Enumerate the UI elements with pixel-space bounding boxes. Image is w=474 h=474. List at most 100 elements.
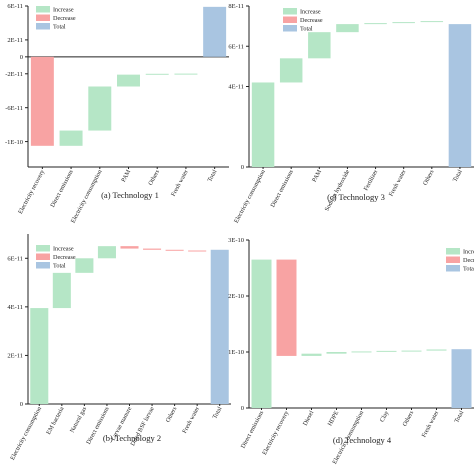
legend-label: Decrease: [53, 15, 76, 22]
category-label: Electricity consumption: [233, 169, 267, 225]
legend-label: Total: [463, 266, 474, 273]
category-label: Fresh water: [388, 169, 408, 198]
y-tick-label: -1E-10: [5, 139, 23, 146]
category-label: Direct emissions: [49, 168, 75, 208]
legend-swatch-total: [36, 262, 50, 269]
bar-increase: [401, 350, 422, 352]
bar-increase: [174, 73, 198, 75]
legend-label: Total: [53, 24, 66, 31]
panel-caption: (b) Technology 2: [103, 433, 161, 443]
bar-increase: [251, 259, 272, 408]
bar-decrease: [120, 246, 139, 249]
category-label: HDPE: [326, 409, 340, 427]
bar-increase: [117, 74, 140, 87]
legend-swatch-increase: [36, 245, 50, 252]
bar-increase: [308, 32, 331, 59]
y-tick-label: 2E-11: [7, 353, 23, 360]
y-tick-label: 4E-11: [7, 304, 23, 311]
panel-caption: (d) Technology 4: [333, 435, 392, 445]
category-label: Electricity consumption: [70, 169, 104, 225]
bar-decrease: [30, 56, 54, 146]
bar-increase: [364, 23, 387, 25]
bar-total: [210, 249, 229, 404]
chart-panel-4: 0 1E-10 2E-10 3E-10 Direct emissionsElectric…: [228, 237, 474, 465]
category-label: Total: [452, 168, 464, 183]
y-tick-label: -6E-11: [5, 105, 23, 112]
bar-decrease: [188, 250, 207, 252]
category-label: Fresh water: [420, 410, 440, 439]
category-label: Total: [211, 405, 223, 420]
bar-decrease: [276, 259, 297, 356]
bar-increase: [326, 352, 347, 354]
y-tick-label: -2E-11: [5, 71, 23, 78]
bar-increase: [88, 86, 112, 131]
category-label: Fertilizer: [362, 169, 379, 192]
legend-swatch-decrease: [283, 16, 297, 23]
bar-increase: [392, 22, 415, 24]
category-label: Direct emissions: [269, 168, 295, 208]
y-tick-label: 1E-10: [228, 349, 244, 356]
bar-increase: [75, 258, 94, 273]
bar-increase: [52, 272, 71, 309]
bar-total: [203, 6, 227, 57]
category-label: Sodium hydroxide: [323, 168, 351, 212]
bar-increase: [301, 353, 322, 356]
category-label: Others: [401, 409, 415, 427]
category-label: Total: [453, 409, 465, 424]
bar-increase: [351, 351, 372, 353]
category-label: Direct emissions: [240, 409, 266, 449]
y-tick-label: 8E-11: [228, 3, 244, 10]
legend-swatch-increase: [446, 248, 460, 255]
y-tick-label: 0: [241, 405, 244, 412]
legend-swatch-decrease: [36, 14, 50, 21]
category-label: Electricity consumption: [9, 406, 43, 462]
bar-increase: [336, 24, 359, 33]
legend-label: Total: [300, 26, 313, 33]
y-tick-label: 0: [241, 164, 244, 171]
bar-increase: [145, 73, 169, 75]
category-label: Electricity recovery: [17, 168, 47, 215]
y-tick-label: 6E-11: [7, 255, 23, 262]
category-label: Electricity recovery: [261, 409, 291, 456]
bar-increase: [376, 350, 397, 352]
chart-panel-3: 0 2E-11 4E-11 6E-11 Electricity consumption E…: [7, 234, 231, 461]
legend-label: Decrease: [300, 17, 323, 24]
category-label: PAM: [120, 168, 132, 183]
category-label: Clay: [379, 409, 391, 423]
legend-label: Increase: [300, 9, 321, 16]
legend-label: Decrease: [53, 254, 76, 261]
category-label: PAM: [311, 168, 323, 183]
legend-label: Increase: [53, 246, 74, 253]
legend-swatch-increase: [36, 6, 50, 13]
category-label: Fresh water: [181, 406, 201, 435]
legend-swatch-total: [283, 25, 297, 32]
y-tick-label: 4E-11: [228, 84, 244, 91]
category-label: Diesel: [302, 409, 316, 426]
category-label: Others: [422, 168, 436, 186]
legend-label: Decrease: [463, 257, 474, 264]
bar-increase: [420, 21, 444, 23]
bar-total: [451, 349, 472, 408]
bar-increase: [279, 58, 303, 83]
y-tick-label: 6E-11: [228, 43, 244, 50]
bar-total: [448, 24, 472, 167]
bar-decrease: [165, 249, 184, 251]
y-tick-label: 0: [20, 54, 23, 61]
legend-swatch-decrease: [446, 256, 460, 263]
bar-decrease: [143, 248, 162, 250]
legend-label: Increase: [463, 249, 474, 256]
y-tick-label: 3E-10: [228, 237, 244, 244]
bar-increase: [59, 130, 83, 146]
y-tick-label: 2E-10: [228, 293, 244, 300]
category-label: EM bacteria: [45, 405, 66, 435]
chart-panel-1: -1E-10 -6E-11 -2E-11 0 2E-11 6E-11 Electricity…: [5, 3, 229, 224]
legend-swatch-total: [446, 265, 460, 272]
legend-swatch-total: [36, 23, 50, 30]
legend-label: Increase: [53, 7, 74, 14]
